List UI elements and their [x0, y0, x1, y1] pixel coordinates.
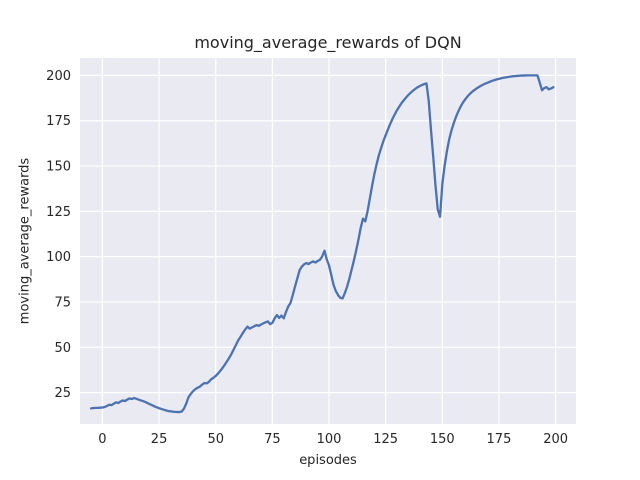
x-tick-label: 100 — [317, 432, 342, 447]
x-tick-label: 200 — [543, 432, 568, 447]
chart-title: moving_average_rewards of DQN — [194, 33, 462, 52]
x-tick-label: 75 — [264, 432, 281, 447]
y-tick-label: 25 — [54, 386, 71, 401]
y-tick-label: 50 — [54, 341, 71, 356]
y-tick-label: 150 — [46, 160, 71, 175]
x-tick-label: 50 — [207, 432, 224, 447]
x-tick-label: 25 — [151, 432, 168, 447]
x-tick-label: 125 — [373, 432, 398, 447]
y-tick-label: 175 — [46, 114, 71, 129]
x-tick-label: 175 — [487, 432, 512, 447]
x-tick-label: 0 — [98, 432, 106, 447]
y-tick-label: 100 — [46, 250, 71, 265]
data-line-moving-average-rewards — [89, 74, 555, 414]
x-tick-label: 150 — [430, 432, 455, 447]
y-tick-label: 125 — [46, 205, 71, 220]
plot-area — [80, 58, 576, 424]
y-tick-label: 200 — [46, 69, 71, 84]
y-axis-label: moving_average_rewards — [17, 157, 33, 325]
y-tick-label: 75 — [54, 296, 71, 311]
x-axis-label: episodes — [299, 453, 357, 468]
